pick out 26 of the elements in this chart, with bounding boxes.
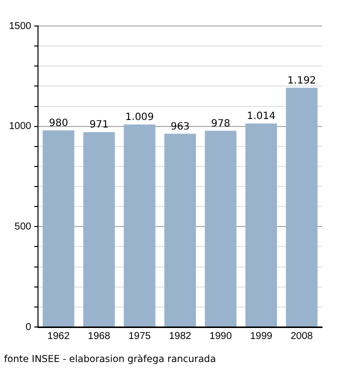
bar bbox=[204, 130, 236, 326]
data-label: 1.009 bbox=[125, 112, 154, 124]
bar bbox=[83, 132, 115, 326]
bar bbox=[42, 130, 74, 326]
x-tick-label: 2008 bbox=[290, 330, 314, 342]
bar bbox=[245, 124, 278, 326]
x-tick-label: 1975 bbox=[128, 330, 152, 342]
data-label: 980 bbox=[48, 118, 68, 129]
y-tick-label: 500 bbox=[14, 221, 32, 232]
bar bbox=[286, 88, 318, 326]
x-tick-label: 1999 bbox=[250, 330, 273, 342]
x-tick-label: 1982 bbox=[169, 330, 192, 342]
y-tick-label: 1500 bbox=[8, 20, 32, 32]
data-label: 1.014 bbox=[246, 111, 276, 122]
x-tick-label: 1968 bbox=[88, 330, 111, 342]
data-label: 963 bbox=[170, 121, 190, 132]
x-tick-label: 1962 bbox=[47, 330, 70, 342]
data-label: 1.192 bbox=[287, 75, 316, 86]
y-tick-label: 0 bbox=[26, 322, 32, 333]
data-label: 978 bbox=[211, 118, 230, 130]
bar bbox=[164, 134, 196, 326]
bar bbox=[124, 124, 156, 326]
x-tick-label: 1990 bbox=[210, 330, 232, 342]
y-tick-label: 1000 bbox=[8, 121, 32, 132]
data-label: 971 bbox=[90, 120, 109, 131]
source-note: fonte INSEE - elaborasion gràfega rancurada bbox=[4, 354, 216, 365]
